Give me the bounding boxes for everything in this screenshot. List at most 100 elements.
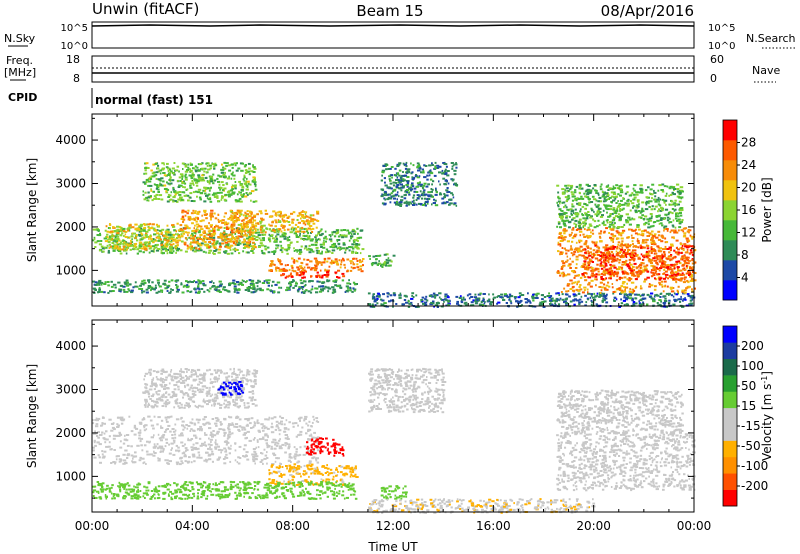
power-cell	[145, 162, 149, 165]
power-cell	[322, 246, 326, 249]
power-cell	[631, 257, 634, 260]
freq-tick-bottom: 8	[73, 72, 80, 85]
power-cell	[636, 224, 640, 227]
power-cell	[232, 184, 235, 187]
power-cell	[378, 262, 382, 265]
power-cell	[351, 290, 354, 293]
power-cell	[230, 177, 233, 180]
power-cell	[619, 251, 621, 254]
power-region-9	[368, 253, 396, 268]
power-cell	[172, 239, 176, 242]
power-cell	[311, 218, 314, 221]
power-cell	[650, 246, 653, 249]
power-cell	[156, 186, 160, 188]
power-cell	[246, 210, 249, 213]
power-cell	[611, 271, 614, 274]
power-cell	[662, 218, 666, 220]
power-cell	[203, 200, 207, 203]
power-cell	[616, 245, 619, 248]
power-cell	[591, 256, 594, 259]
power-cell	[407, 300, 410, 303]
power-cell	[629, 256, 634, 259]
power-cell	[293, 259, 296, 261]
power-cell	[679, 300, 682, 303]
power-cell	[664, 305, 668, 308]
power-cell	[107, 291, 110, 294]
power-cell	[635, 191, 638, 194]
power-cell	[397, 181, 400, 184]
power-cell	[417, 183, 421, 186]
power-cell	[184, 165, 188, 168]
power-cell	[201, 214, 203, 217]
power-cell	[384, 163, 388, 166]
power-cell	[130, 235, 134, 238]
power-cell	[531, 297, 535, 300]
power-cell	[410, 297, 414, 300]
power-cell	[170, 237, 174, 240]
power-cell	[691, 294, 694, 297]
power-cell	[312, 250, 315, 253]
power-cell	[234, 164, 237, 167]
power-cell	[196, 226, 199, 229]
power-cell	[611, 260, 615, 263]
power-cell	[167, 170, 170, 172]
power-cell	[661, 248, 666, 251]
power-cell	[170, 243, 173, 246]
power-cell	[670, 274, 674, 277]
power-cell	[183, 194, 187, 197]
power-cell	[608, 277, 610, 280]
power-cell	[94, 281, 98, 284]
power-cell	[297, 257, 301, 260]
power-cell	[622, 207, 625, 210]
power-cell	[282, 225, 286, 228]
power-cell	[175, 251, 177, 254]
power-cell	[371, 305, 376, 308]
power-cell	[654, 271, 657, 274]
power-cell	[241, 229, 244, 232]
power-cell	[669, 185, 673, 188]
power-cell	[310, 275, 313, 278]
power-cell	[229, 216, 232, 219]
power-cell	[242, 247, 246, 249]
power-cell	[571, 218, 574, 221]
power-cell	[684, 297, 686, 300]
power-cell	[403, 197, 407, 200]
power-cell	[236, 291, 240, 294]
power-cell	[424, 298, 428, 301]
power-cell	[209, 200, 213, 203]
power-cell	[191, 245, 193, 248]
power-cell	[691, 258, 694, 260]
power-cell	[575, 258, 579, 261]
power-cell	[600, 183, 603, 186]
power-cell	[387, 257, 390, 260]
power-cell	[223, 187, 227, 190]
power-cell	[673, 277, 677, 280]
power-cell	[652, 300, 656, 303]
power-cell	[196, 212, 200, 215]
power-cell	[619, 276, 621, 279]
power-cell	[395, 182, 398, 184]
power-cell	[172, 247, 175, 250]
power-cell	[570, 247, 573, 250]
power-cell	[151, 199, 154, 202]
power-cell	[293, 227, 297, 230]
power-cell	[236, 228, 239, 231]
power-cell	[183, 186, 186, 189]
power-cell	[197, 175, 200, 178]
power-cell	[450, 202, 453, 205]
power-cell	[416, 166, 419, 169]
power-cell	[170, 170, 173, 173]
power-cell	[235, 219, 238, 222]
power-cell	[165, 236, 169, 239]
power-cell	[561, 191, 565, 194]
power-cell	[683, 298, 686, 301]
power-cell	[116, 235, 120, 238]
power-cell	[93, 238, 96, 241]
power-cell	[584, 279, 588, 282]
power-cell	[464, 301, 468, 304]
power-cell	[217, 180, 221, 183]
power-cell	[269, 240, 272, 243]
power-cell	[418, 181, 421, 184]
power-cell	[620, 237, 624, 240]
power-cell	[669, 258, 672, 261]
